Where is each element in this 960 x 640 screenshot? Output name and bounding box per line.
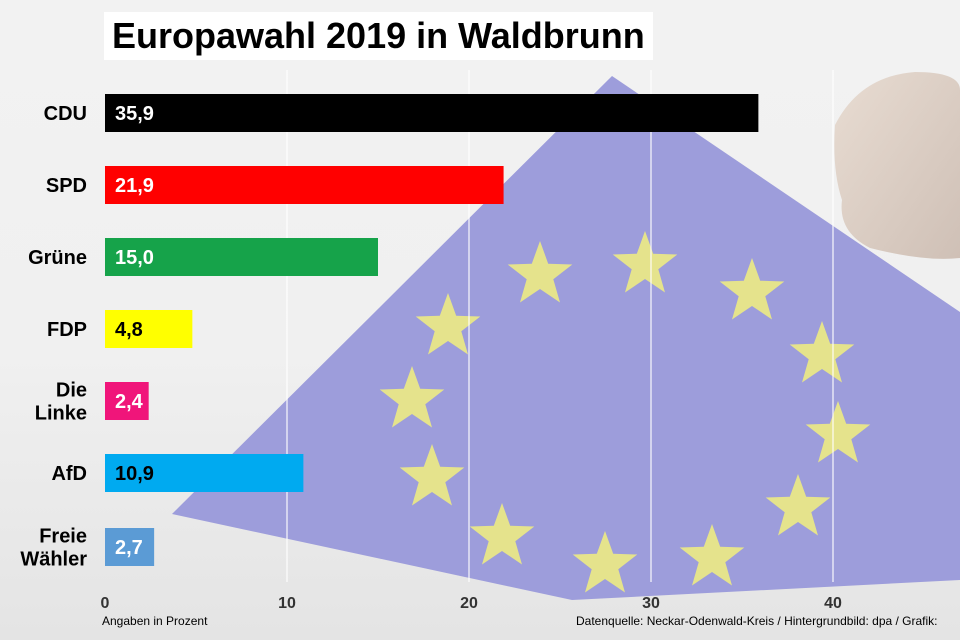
bar [105,382,149,420]
gridlines [286,70,834,582]
hand-icon [834,72,960,259]
tick-label: 20 [460,595,478,612]
bar [105,166,504,204]
data-label: 2,7 [115,537,143,559]
data-label: 35,9 [115,103,154,125]
star-icon [399,444,465,506]
bar [105,94,759,132]
bars [105,94,759,566]
category-label: Freie Wähler [20,526,87,571]
star-icon [679,524,745,586]
data-label: 10,9 [115,463,154,485]
bar [105,238,378,276]
eu-stars-icon [379,231,871,593]
star-icon [719,258,785,320]
eu-flag-ballot-icon [172,76,960,600]
value-labels: 35,9 21,9 15,0 4,8 2,4 10,9 2,7 [115,103,154,559]
star-icon [572,531,638,593]
category-label: Grüne [28,247,87,269]
star-icon [765,474,831,536]
bar [105,454,304,492]
star-icon [789,321,855,383]
star-icon [415,293,481,355]
category-labels: CDU SPD Grüne FDP Die Linke AfD Freie Wähler [20,103,87,571]
tick-label: 0 [101,595,110,612]
bar [105,528,155,566]
tick-label: 10 [278,595,296,612]
unit-note: Angaben in Prozent [102,614,208,628]
star-icon [805,401,871,463]
category-label: FDP [47,319,87,341]
tick-label: 30 [642,595,660,612]
source-credit: Datenquelle: Neckar-Odenwald-Kreis / Hin… [576,614,938,628]
category-label: SPD [46,175,87,197]
chart-title: Europawahl 2019 in Waldbrunn [104,12,653,60]
star-icon [469,503,535,565]
category-label: CDU [44,103,87,125]
category-label: Die Linke [35,380,87,425]
star-icon [507,241,573,303]
tick-label: 40 [824,595,842,612]
bar [105,310,193,348]
star-icon [612,231,678,293]
data-label: 4,8 [115,319,143,341]
data-label: 2,4 [115,391,144,413]
category-label: AfD [51,463,87,485]
star-icon [379,366,445,428]
data-label: 21,9 [115,175,154,197]
x-axis-tick-labels: 0 10 20 30 40 [101,595,842,612]
data-label: 15,0 [115,247,154,269]
